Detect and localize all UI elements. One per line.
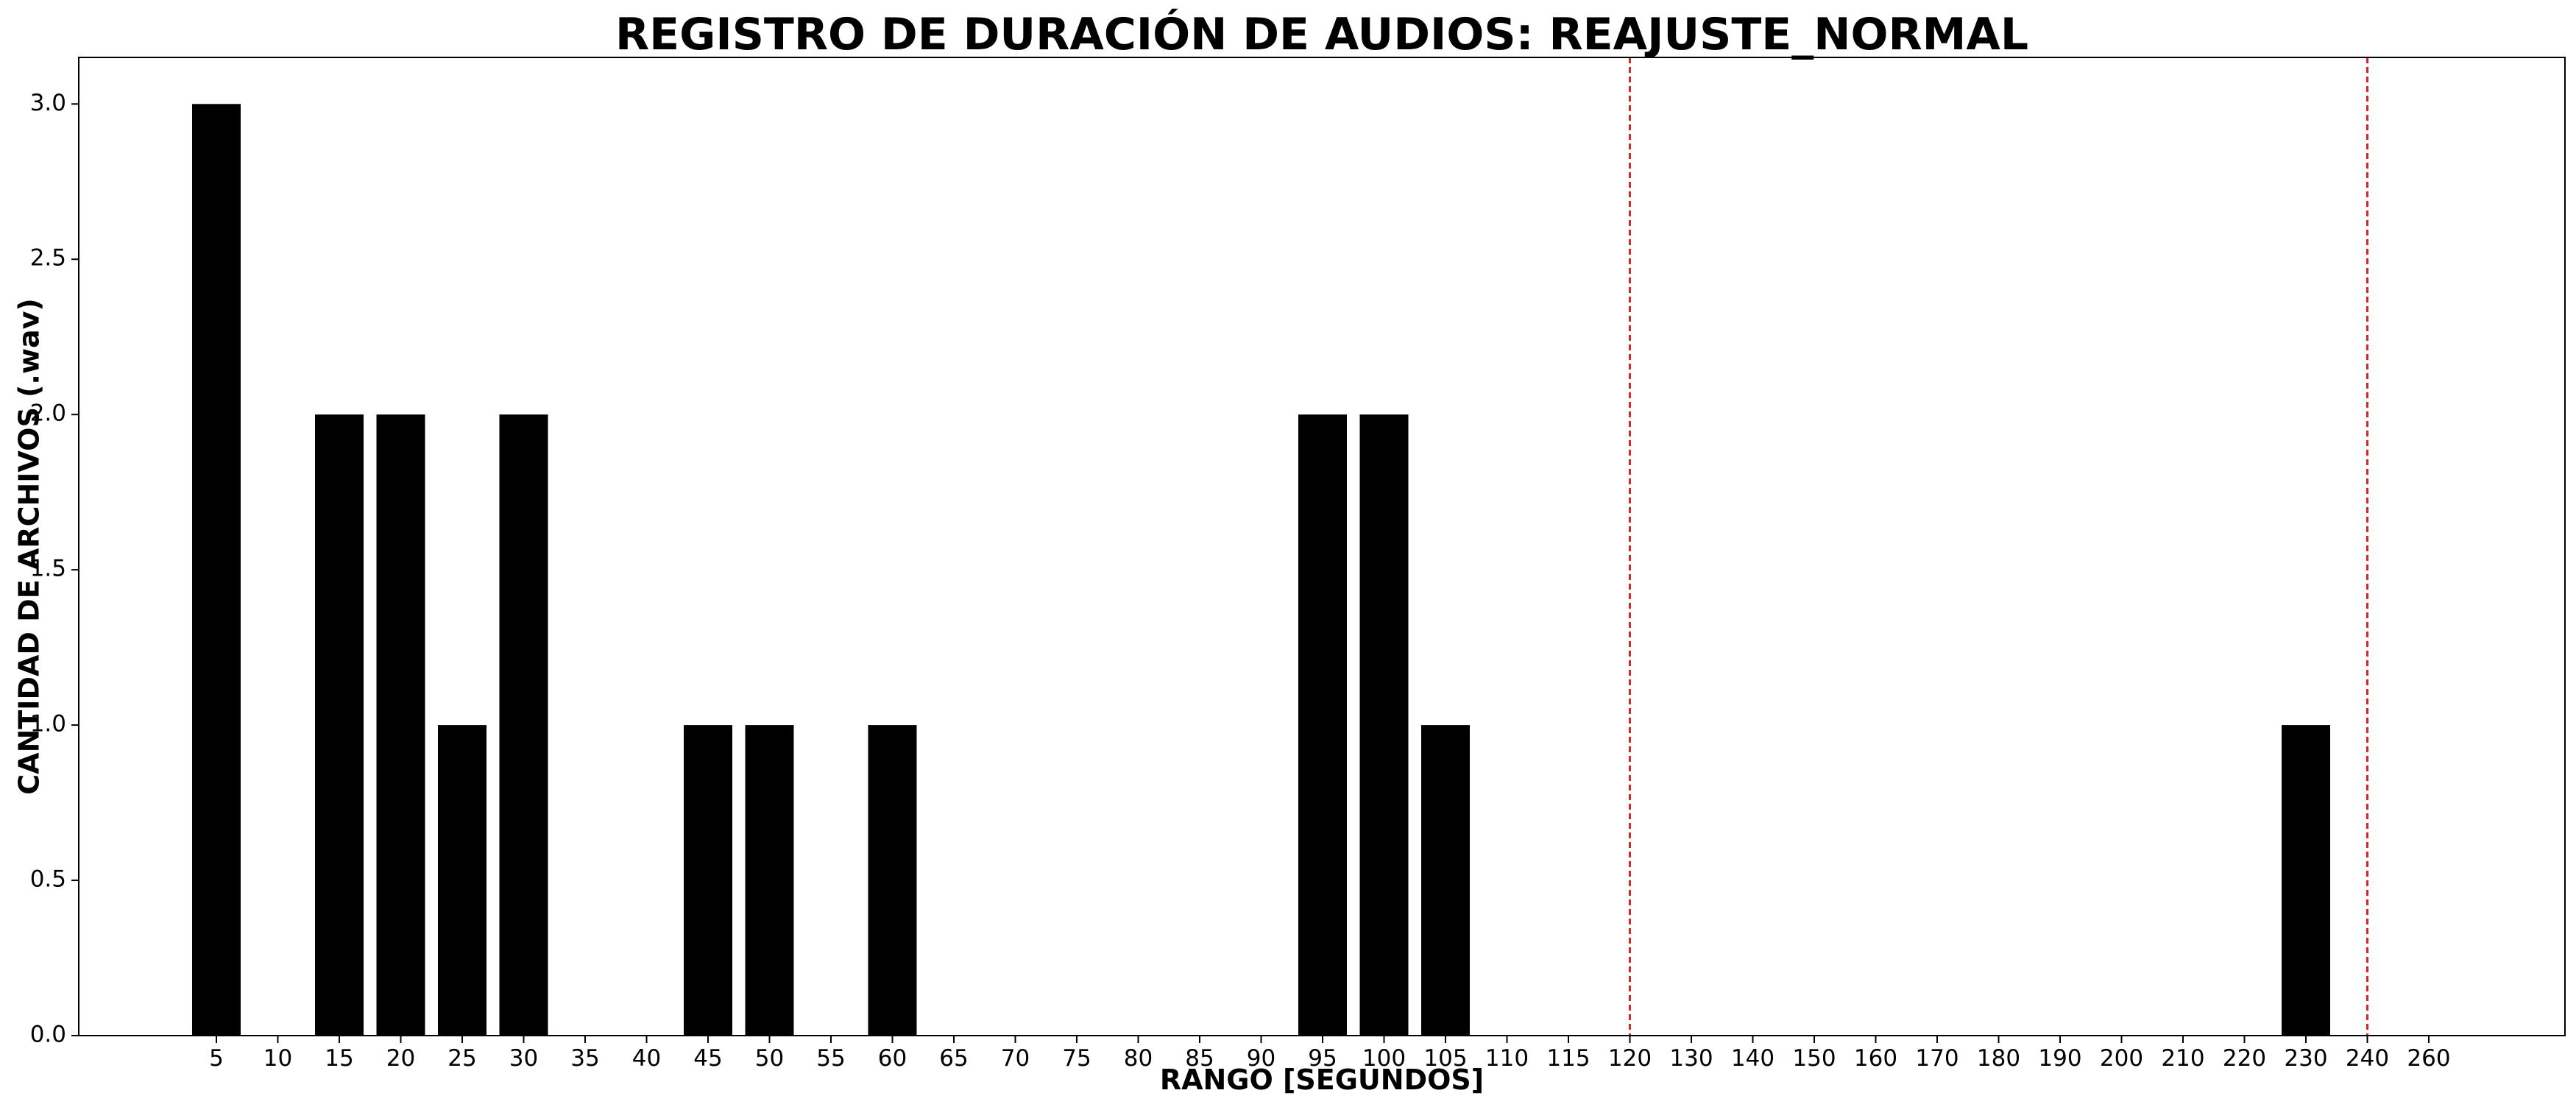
x-axis-label: RANGO [SEGUNDOS] (1160, 1064, 1484, 1096)
x-tick-label: 120 (1608, 1045, 1652, 1072)
y-tick-label: 3.0 (30, 90, 66, 116)
y-axis-ticks: 0.0 0.5 1.0 1.5 2.0 2.5 3.0 (30, 90, 79, 1048)
y-tick-label: 0.5 (30, 866, 66, 893)
bar-230 (2282, 725, 2330, 1036)
bar-30 (499, 414, 548, 1036)
x-tick-label: 60 (878, 1045, 907, 1072)
x-tick-label: 55 (816, 1045, 845, 1072)
bar-5 (192, 104, 241, 1036)
x-tick-label: 110 (1485, 1045, 1529, 1072)
x-tick-label: 240 (2346, 1045, 2389, 1072)
x-tick-label: 150 (1792, 1045, 1836, 1072)
x-tick-label: 35 (570, 1045, 599, 1072)
bar-95 (1298, 414, 1347, 1036)
x-tick-label: 200 (2100, 1045, 2143, 1072)
x-tick-label: 85 (1185, 1045, 1214, 1072)
x-tick-label: 100 (1362, 1045, 1406, 1072)
bar-100 (1359, 414, 1409, 1036)
bar-105 (1421, 725, 1470, 1036)
x-tick-label: 115 (1546, 1045, 1590, 1072)
y-tick-label: 2.0 (30, 400, 66, 427)
bar-50 (745, 725, 794, 1036)
x-tick-label: 95 (1308, 1045, 1337, 1072)
bar-60 (868, 725, 917, 1036)
x-tick-label: 260 (2407, 1045, 2450, 1072)
bar-15 (315, 414, 364, 1036)
x-axis-ticks: 5 10 15 20 25 30 35 40 45 50 55 60 65 70 75 80 85 90 95 100… (209, 1036, 2451, 1072)
x-tick-label: 190 (2038, 1045, 2081, 1072)
bar-25 (438, 725, 486, 1036)
bar-20 (376, 414, 425, 1036)
x-tick-label: 30 (509, 1045, 538, 1072)
x-tick-label: 170 (1915, 1045, 1958, 1072)
x-tick-label: 5 (209, 1045, 224, 1072)
y-tick-label: 1.5 (30, 556, 66, 582)
x-tick-label: 75 (1062, 1045, 1091, 1072)
x-tick-label: 160 (1854, 1045, 1897, 1072)
x-tick-label: 130 (1669, 1045, 1713, 1072)
bars-layer (192, 104, 2330, 1036)
x-tick-label: 20 (386, 1045, 415, 1072)
x-tick-label: 15 (325, 1045, 353, 1072)
y-axis-label: CANTIDAD DE ARCHIVOS (.wav) (13, 298, 46, 794)
chart-title: REGISTRO DE DURACIÓN DE AUDIOS: REAJUSTE… (615, 8, 2028, 60)
x-tick-label: 140 (1731, 1045, 1774, 1072)
x-tick-label: 50 (755, 1045, 784, 1072)
x-tick-label: 10 (263, 1045, 292, 1072)
x-tick-label: 80 (1124, 1045, 1153, 1072)
y-tick-label: 0.0 (30, 1022, 66, 1048)
x-tick-label: 105 (1423, 1045, 1467, 1072)
x-tick-label: 230 (2284, 1045, 2327, 1072)
x-tick-label: 25 (447, 1045, 476, 1072)
x-tick-label: 180 (1977, 1045, 2020, 1072)
y-tick-label: 2.5 (30, 245, 66, 272)
x-tick-label: 220 (2223, 1045, 2266, 1072)
x-tick-label: 90 (1247, 1045, 1275, 1072)
x-tick-label: 45 (693, 1045, 722, 1072)
x-tick-label: 65 (939, 1045, 968, 1072)
reference-lines-layer (1629, 57, 2368, 1036)
x-tick-label: 40 (632, 1045, 661, 1072)
bar-45 (684, 725, 732, 1036)
y-tick-label: 1.0 (30, 711, 66, 738)
x-tick-label: 70 (1001, 1045, 1030, 1072)
x-tick-label: 210 (2161, 1045, 2204, 1072)
